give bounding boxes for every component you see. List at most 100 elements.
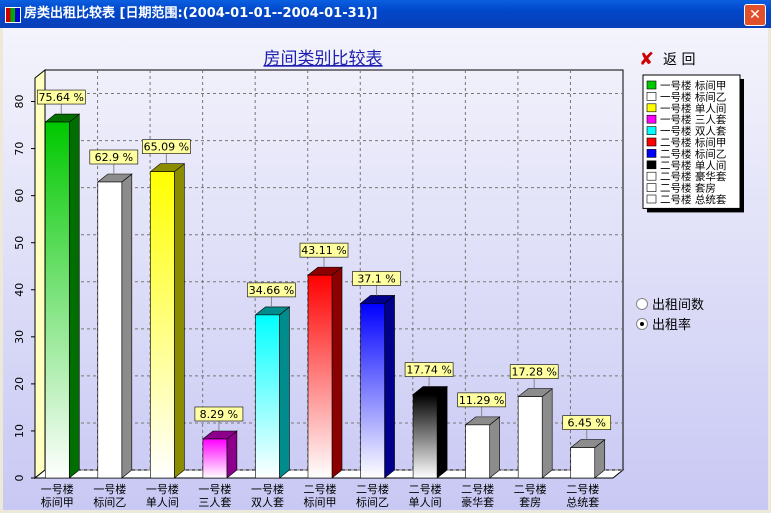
legend-label: 一号楼 标间乙: [660, 90, 726, 103]
bar-side: [384, 294, 395, 479]
y-tick-label: 40: [13, 283, 26, 297]
x-tick-label: 二号楼 标间乙: [356, 483, 390, 509]
bar: [360, 303, 385, 479]
value-label-box: [194, 406, 244, 422]
legend-swatch: [646, 149, 657, 158]
bar: [517, 396, 543, 479]
x-tick-label: 二号楼 总统套: [566, 483, 600, 509]
radio-option[interactable]: 出租间数: [636, 298, 705, 313]
x-tick-label: 一号楼 标间甲: [40, 483, 74, 509]
value-label-box: [89, 149, 139, 165]
value-label-box: [352, 271, 401, 286]
value-label: 11.29 %: [459, 394, 504, 407]
value-label-box: [457, 392, 506, 408]
bar-side: [174, 163, 185, 479]
legend-swatch: [646, 183, 657, 192]
client-area: 房间类别比较表 ✘ 返 回 0 10 20 30 40 50 60 70 80 75.64 % 62…: [3, 28, 768, 510]
bar-side: [279, 306, 290, 479]
x-tick-label: 一号楼 单人间: [145, 483, 179, 509]
x-tick-label: 二号楼 套房: [513, 483, 547, 509]
y-tick-label: 20: [13, 377, 26, 391]
side-wall: [34, 68, 46, 480]
bar: [570, 447, 596, 479]
bar: [150, 171, 175, 479]
return-button[interactable]: ✘ 返 回: [639, 49, 695, 70]
x-tick-label: 二号楼 单人间: [408, 483, 442, 509]
legend-label: 二号楼 套房: [660, 182, 716, 195]
value-label: 34.66 %: [249, 284, 294, 297]
y-tick-label: 80: [13, 95, 26, 109]
y-tick-label: 70: [13, 142, 26, 156]
bar-side: [331, 266, 343, 479]
legend-label: 二号楼 标间乙: [660, 147, 726, 160]
title-bar: 房类出租比较表 [日期范围:(2004-01-01--2004-01-31)] ✕: [0, 0, 771, 28]
bar: [412, 394, 438, 479]
radio-button: [636, 298, 648, 310]
y-tick-label: 30: [13, 330, 26, 344]
bar-side: [436, 385, 448, 479]
value-label: 75.64 %: [39, 91, 84, 104]
value-label: 62.9 %: [95, 151, 133, 164]
close-button[interactable]: ✕: [744, 4, 766, 26]
value-label-box: [247, 282, 296, 298]
radio-label: 出租率: [652, 317, 691, 333]
legend-swatch: [646, 126, 657, 135]
bar-side: [121, 173, 133, 479]
bar: [202, 438, 228, 479]
legend-label: 二号楼 总统套: [660, 193, 727, 206]
legend-label: 二号楼 单人间: [660, 159, 726, 172]
radio-label: 出租间数: [652, 298, 704, 313]
value-label-box: [36, 89, 86, 105]
y-tick-label: 10: [13, 424, 26, 438]
y-tick-label: 0: [13, 475, 26, 482]
chart-title: 房间类别比较表: [264, 49, 383, 69]
x-tick-label: 一号楼 三人套: [198, 483, 232, 509]
legend-swatch: [646, 114, 657, 124]
legend-label: 二号楼 标间甲: [660, 136, 726, 149]
legend-label: 二号楼 豪华套: [660, 170, 727, 183]
value-label-box: [509, 364, 559, 379]
radio-dot: [640, 322, 644, 326]
legend-swatch: [646, 92, 657, 101]
y-tick-label: 60: [13, 189, 26, 203]
bar: [465, 424, 490, 479]
value-label: 37.1 %: [357, 272, 395, 285]
bar: [44, 121, 70, 479]
chart: 房间类别比较表 ✘ 返 回 0 10 20 30 40 50 60 70 80 75.64 % 62…: [13, 49, 744, 482]
bar-side: [68, 113, 80, 479]
legend-label: 一号楼 标间甲: [660, 79, 726, 92]
bar-side: [489, 416, 500, 479]
bar: [307, 274, 333, 479]
x-tick-label: 二号楼 标间甲: [303, 483, 337, 509]
legend-swatch: [646, 160, 657, 170]
bar: [97, 181, 123, 479]
value-label-box: [562, 415, 612, 430]
legend-swatch: [646, 80, 657, 90]
value-label: 6.45 %: [568, 417, 606, 430]
legend-swatch: [646, 171, 657, 181]
legend-swatch: [646, 137, 657, 147]
legend-label: 一号楼 单人间: [660, 102, 726, 115]
value-label: 65.09 %: [144, 141, 189, 154]
bar-side: [541, 388, 553, 479]
app-icon: [5, 7, 21, 23]
value-label-box: [299, 242, 349, 258]
window-title: 房类出租比较表 [日期范围:(2004-01-01--2004-01-31)]: [24, 6, 378, 21]
bar: [255, 314, 280, 479]
x-tick-label: 二号楼 豪华套: [461, 483, 495, 509]
return-icon: ✘: [639, 49, 654, 70]
x-tick-label: 一号楼 双人套: [250, 483, 284, 509]
legend-swatch: [646, 103, 657, 113]
value-label: 17.74 %: [406, 364, 451, 377]
y-tick-label: 50: [13, 236, 26, 250]
value-label-box: [142, 139, 191, 154]
x-tick-label: 一号楼 标间乙: [93, 483, 127, 509]
return-label: 返 回: [663, 52, 695, 68]
value-label: 17.28 %: [511, 366, 556, 379]
value-label: 8.29 %: [200, 408, 238, 421]
value-label-box: [404, 362, 454, 377]
legend: [642, 74, 741, 209]
radio-option[interactable]: 出租率: [636, 317, 692, 333]
legend-swatch: [646, 194, 657, 204]
